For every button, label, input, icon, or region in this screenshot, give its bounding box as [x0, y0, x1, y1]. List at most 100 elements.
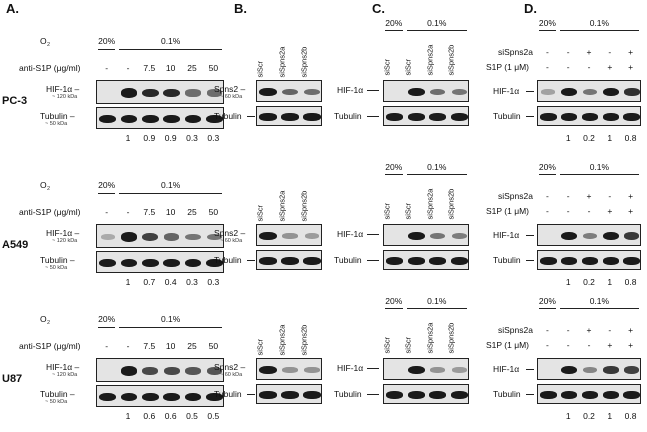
o2-bracket-20 [539, 174, 556, 175]
blot-band [602, 87, 619, 97]
s1p-value: + [607, 340, 613, 350]
quant-value: 0.8 [624, 411, 637, 421]
blot-band [206, 258, 223, 268]
sirna-value: + [628, 325, 634, 335]
tick [526, 116, 534, 117]
o2-label: O [40, 180, 47, 190]
blot-band [541, 89, 556, 95]
o2-bracket-20 [98, 327, 116, 328]
blot-band [407, 113, 425, 121]
lane-label: siSpns2a [425, 188, 435, 220]
loading-kda: ~ 50 kDa [45, 399, 68, 405]
o2-bracket-01 [119, 193, 222, 194]
blot-band [386, 391, 404, 399]
s1p-value: - [587, 62, 591, 72]
cell-line-label: A549 [2, 239, 29, 251]
loading-label: Tubulin – [40, 111, 75, 121]
target-label: HIF-1α [493, 86, 520, 96]
tubulin-blot [383, 250, 469, 270]
loading-label: Tubulin [493, 255, 521, 265]
lane-label: siScr [255, 204, 265, 222]
tubulin-blot [96, 251, 224, 273]
tubulin-blot [537, 384, 641, 404]
tubulin-blot [537, 106, 641, 126]
quant-value: 0.2 [583, 277, 595, 287]
panel-letter-2: C. [372, 1, 385, 16]
dose-label: 50 [208, 341, 219, 351]
blot-band [451, 367, 467, 373]
quant-value: 1 [607, 277, 613, 287]
panel-letter-3: D. [524, 1, 537, 16]
dose-label: - [126, 63, 130, 73]
tick [526, 91, 534, 92]
dose-label: - [105, 341, 109, 351]
sirna-value: - [545, 325, 549, 335]
lane-label: siSpns2a [277, 190, 287, 222]
tick [367, 234, 379, 235]
o2-level-01: 0.1% [589, 162, 610, 172]
blot-band [163, 366, 180, 375]
blot-band [120, 392, 138, 402]
blot-band [450, 113, 468, 121]
blot-band [120, 88, 138, 98]
blot-band [602, 231, 619, 241]
quant-value: 0.6 [164, 411, 177, 421]
target-label: Spns2 – [214, 362, 246, 372]
blot-band [561, 391, 578, 399]
lane-label: siSpns2a [277, 324, 287, 356]
cell-line-label: PC-3 [2, 95, 28, 107]
blot-band [561, 231, 578, 241]
o2-level-01: 0.1% [427, 296, 447, 306]
blot-band [602, 257, 619, 265]
o2-bracket-20 [385, 174, 403, 175]
sirna-value: + [586, 325, 592, 335]
lane-label: siScr [382, 202, 392, 220]
blot-band [450, 391, 468, 399]
s1p-value: - [545, 62, 549, 72]
blot-band [206, 114, 223, 124]
blot-band [281, 113, 299, 121]
panel-letter-1: B. [234, 1, 247, 16]
lane-label: siScr [403, 202, 413, 220]
tick [526, 235, 534, 236]
tick [526, 369, 534, 370]
blot-band [259, 257, 277, 265]
loading-label: Tubulin [493, 389, 521, 399]
blot-band [451, 88, 467, 96]
blot-band [99, 114, 116, 124]
lane-label: siScr [382, 58, 392, 76]
blot-band [540, 257, 557, 265]
hif-blot [537, 224, 641, 246]
tick [367, 260, 379, 261]
o2-bracket-20 [539, 30, 556, 31]
o2-level-20: 20% [538, 296, 556, 306]
tubulin-blot [96, 107, 224, 129]
sirna-value: - [608, 47, 612, 57]
blot-band [303, 391, 321, 399]
quant-value: 1 [565, 411, 571, 421]
lane-label: siSpns2a [277, 46, 287, 78]
blot-band [407, 231, 425, 241]
dose-label: 25 [187, 63, 197, 73]
blot-band [185, 89, 201, 97]
hif-blot [537, 80, 641, 102]
loading-label: Tubulin [214, 255, 242, 265]
dose-label: 10 [165, 341, 176, 351]
lane-label: siSpns2b [299, 190, 309, 222]
blot-band [581, 257, 599, 265]
s1p-value: + [628, 206, 634, 216]
lane-label: siSpns2b [299, 46, 309, 78]
o2-level-20: 20% [385, 296, 403, 306]
blot-band [602, 366, 619, 374]
blot-band [184, 258, 202, 268]
blot-band [386, 257, 404, 265]
blot-band [281, 257, 299, 265]
o2-level-20: 20% [98, 180, 116, 190]
quant-value: 1 [125, 133, 131, 143]
target-kda: ~ 60 kDa [220, 94, 243, 100]
quant-value: 0.5 [186, 411, 198, 421]
blot-band [582, 88, 598, 96]
loading-label: Tubulin [334, 389, 362, 399]
blot-band [407, 391, 425, 399]
blot-band [259, 231, 277, 241]
